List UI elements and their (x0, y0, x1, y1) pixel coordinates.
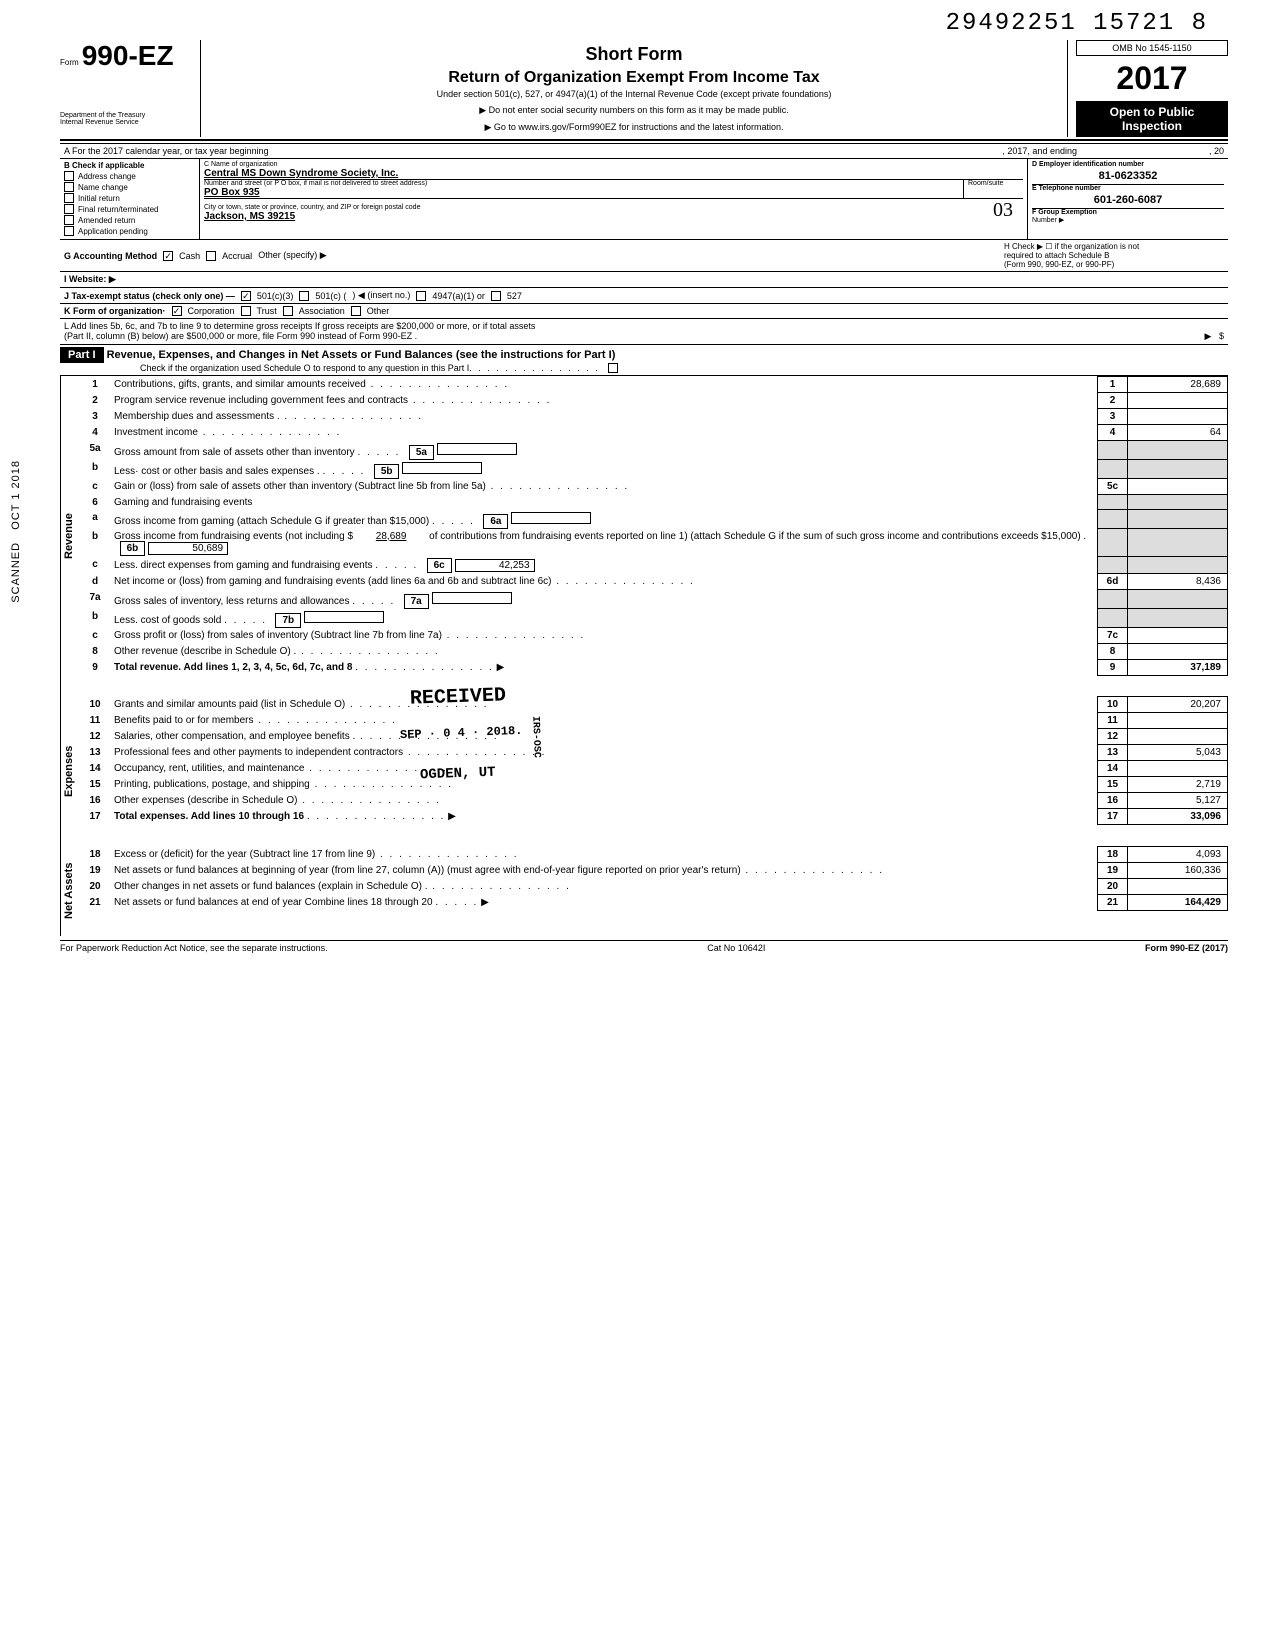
po-box: PO Box 935 (204, 187, 963, 198)
section-g-label: G Accounting Method (64, 251, 157, 261)
stamp-location: OGDEN, UT (420, 765, 496, 784)
irs-label: Internal Revenue Service (60, 119, 192, 126)
checkbox-4947[interactable] (416, 291, 426, 301)
checkbox-amended-return[interactable] (64, 215, 74, 225)
tax-year: 2017 (1076, 60, 1228, 97)
checkbox-schedule-o[interactable] (608, 363, 618, 373)
section-b: B Check if applicable Address change Nam… (60, 159, 200, 239)
line-a: A For the 2017 calendar year, or tax yea… (60, 143, 1228, 158)
section-l-line1: L Add lines 5b, 6c, and 7b to line 9 to … (64, 321, 1224, 331)
line-17-value: 33,096 (1128, 809, 1228, 825)
paperwork-notice: For Paperwork Reduction Act Notice, see … (60, 943, 328, 953)
form-header: Form 990-EZ Department of the Treasury I… (60, 40, 1228, 137)
checkbox-corporation[interactable] (172, 306, 182, 316)
checkbox-trust[interactable] (241, 306, 251, 316)
dept-treasury: Department of the Treasury (60, 112, 192, 119)
line-18-value: 4,093 (1128, 847, 1228, 863)
checkbox-other-org[interactable] (351, 306, 361, 316)
checkbox-501c[interactable] (299, 291, 309, 301)
checkbox-initial-return[interactable] (64, 193, 74, 203)
short-form-label: Short Form (209, 44, 1059, 65)
revenue-table: 1Contributions, gifts, grants, and simil… (80, 376, 1228, 676)
city-state-zip: Jackson, MS 39215 (204, 211, 993, 222)
line-11-value (1128, 713, 1228, 729)
open-public-box: Open to Public Inspection (1076, 101, 1228, 137)
cat-number: Cat No 10642I (707, 943, 765, 953)
checkbox-application-pending[interactable] (64, 226, 74, 236)
checkbox-accrual[interactable] (206, 251, 216, 261)
line-10-value: 20,207 (1128, 697, 1228, 713)
scanned-stamp: SCANNED OCT 1 2018 (10, 460, 22, 603)
line-12-value (1128, 729, 1228, 745)
line-4-value: 64 (1128, 425, 1228, 441)
line-20-value (1128, 879, 1228, 895)
main-title: Return of Organization Exempt From Incom… (209, 69, 1059, 87)
section-j-label: J Tax-exempt status (check only one) — (64, 291, 235, 301)
line-21-value: 164,429 (1128, 895, 1228, 911)
checkbox-association[interactable] (283, 306, 293, 316)
omb-number: OMB No 1545-1150 (1076, 40, 1228, 56)
section-h: H Check ▶ ☐ if the organization is not r… (1004, 242, 1224, 269)
net-assets-table: 18Excess or (deficit) for the year (Subt… (80, 846, 1228, 911)
expenses-table: 10Grants and similar amounts paid (list … (80, 696, 1228, 825)
line-13-value: 5,043 (1128, 745, 1228, 761)
line-2-value (1128, 393, 1228, 409)
section-l-line2: (Part II, column (B) below) are $500,000… (64, 331, 417, 342)
section-k-label: K Form of organization· (64, 306, 166, 316)
section-i-label: I Website: ▶ (64, 274, 116, 285)
section-c: C Name of organization Central MS Down S… (200, 159, 1028, 239)
line-8-value (1128, 644, 1228, 660)
ein: 81-0623352 (1032, 168, 1224, 184)
website-instructions: ▶ Go to www.irs.gov/Form990EZ for instru… (209, 122, 1059, 133)
checkbox-527[interactable] (491, 291, 501, 301)
line-15-value: 2,719 (1128, 777, 1228, 793)
part-1-title: Revenue, Expenses, and Changes in Net As… (107, 349, 616, 361)
part-1-label: Part I (60, 347, 104, 363)
line-16-value: 5,127 (1128, 793, 1228, 809)
received-stamp: RECEIVED (410, 684, 507, 710)
ssn-warning: ▶ Do not enter social security numbers o… (209, 105, 1059, 116)
checkbox-501c3[interactable] (241, 291, 251, 301)
checkbox-name-change[interactable] (64, 182, 74, 192)
checkbox-cash[interactable] (163, 251, 173, 261)
form-number: 990-EZ (82, 40, 174, 71)
telephone: 601-260-6087 (1032, 192, 1224, 208)
line-19-value: 160,336 (1128, 863, 1228, 879)
line-6d-value: 8,436 (1128, 574, 1228, 590)
expenses-label: Expenses (60, 696, 77, 846)
line-7c-value (1128, 628, 1228, 644)
net-assets-label: Net Assets (60, 846, 77, 936)
line-5c-value (1128, 479, 1228, 495)
subtitle: Under section 501(c), 527, or 4947(a)(1)… (209, 89, 1059, 99)
tracking-number: 29492251 15721 8 (946, 10, 1208, 37)
line-14-value (1128, 761, 1228, 777)
form-reference: Form 990-EZ (2017) (1145, 943, 1228, 953)
checkbox-final-return[interactable] (64, 204, 74, 214)
line-1-value: 28,689 (1128, 377, 1228, 393)
line-9-value: 37,189 (1128, 660, 1228, 676)
revenue-label: Revenue (60, 376, 77, 696)
footer: For Paperwork Reduction Act Notice, see … (60, 940, 1228, 953)
handwritten-code: 03 (993, 199, 1013, 222)
section-d-e-f: D Employer identification number 81-0623… (1028, 159, 1228, 239)
org-name: Central MS Down Syndrome Society, Inc. (204, 168, 1023, 179)
stamp-irs-osc: IRS-OSC (529, 716, 541, 758)
checkbox-address-change[interactable] (64, 171, 74, 181)
form-prefix: Form (60, 58, 79, 67)
line-3-value (1128, 409, 1228, 425)
